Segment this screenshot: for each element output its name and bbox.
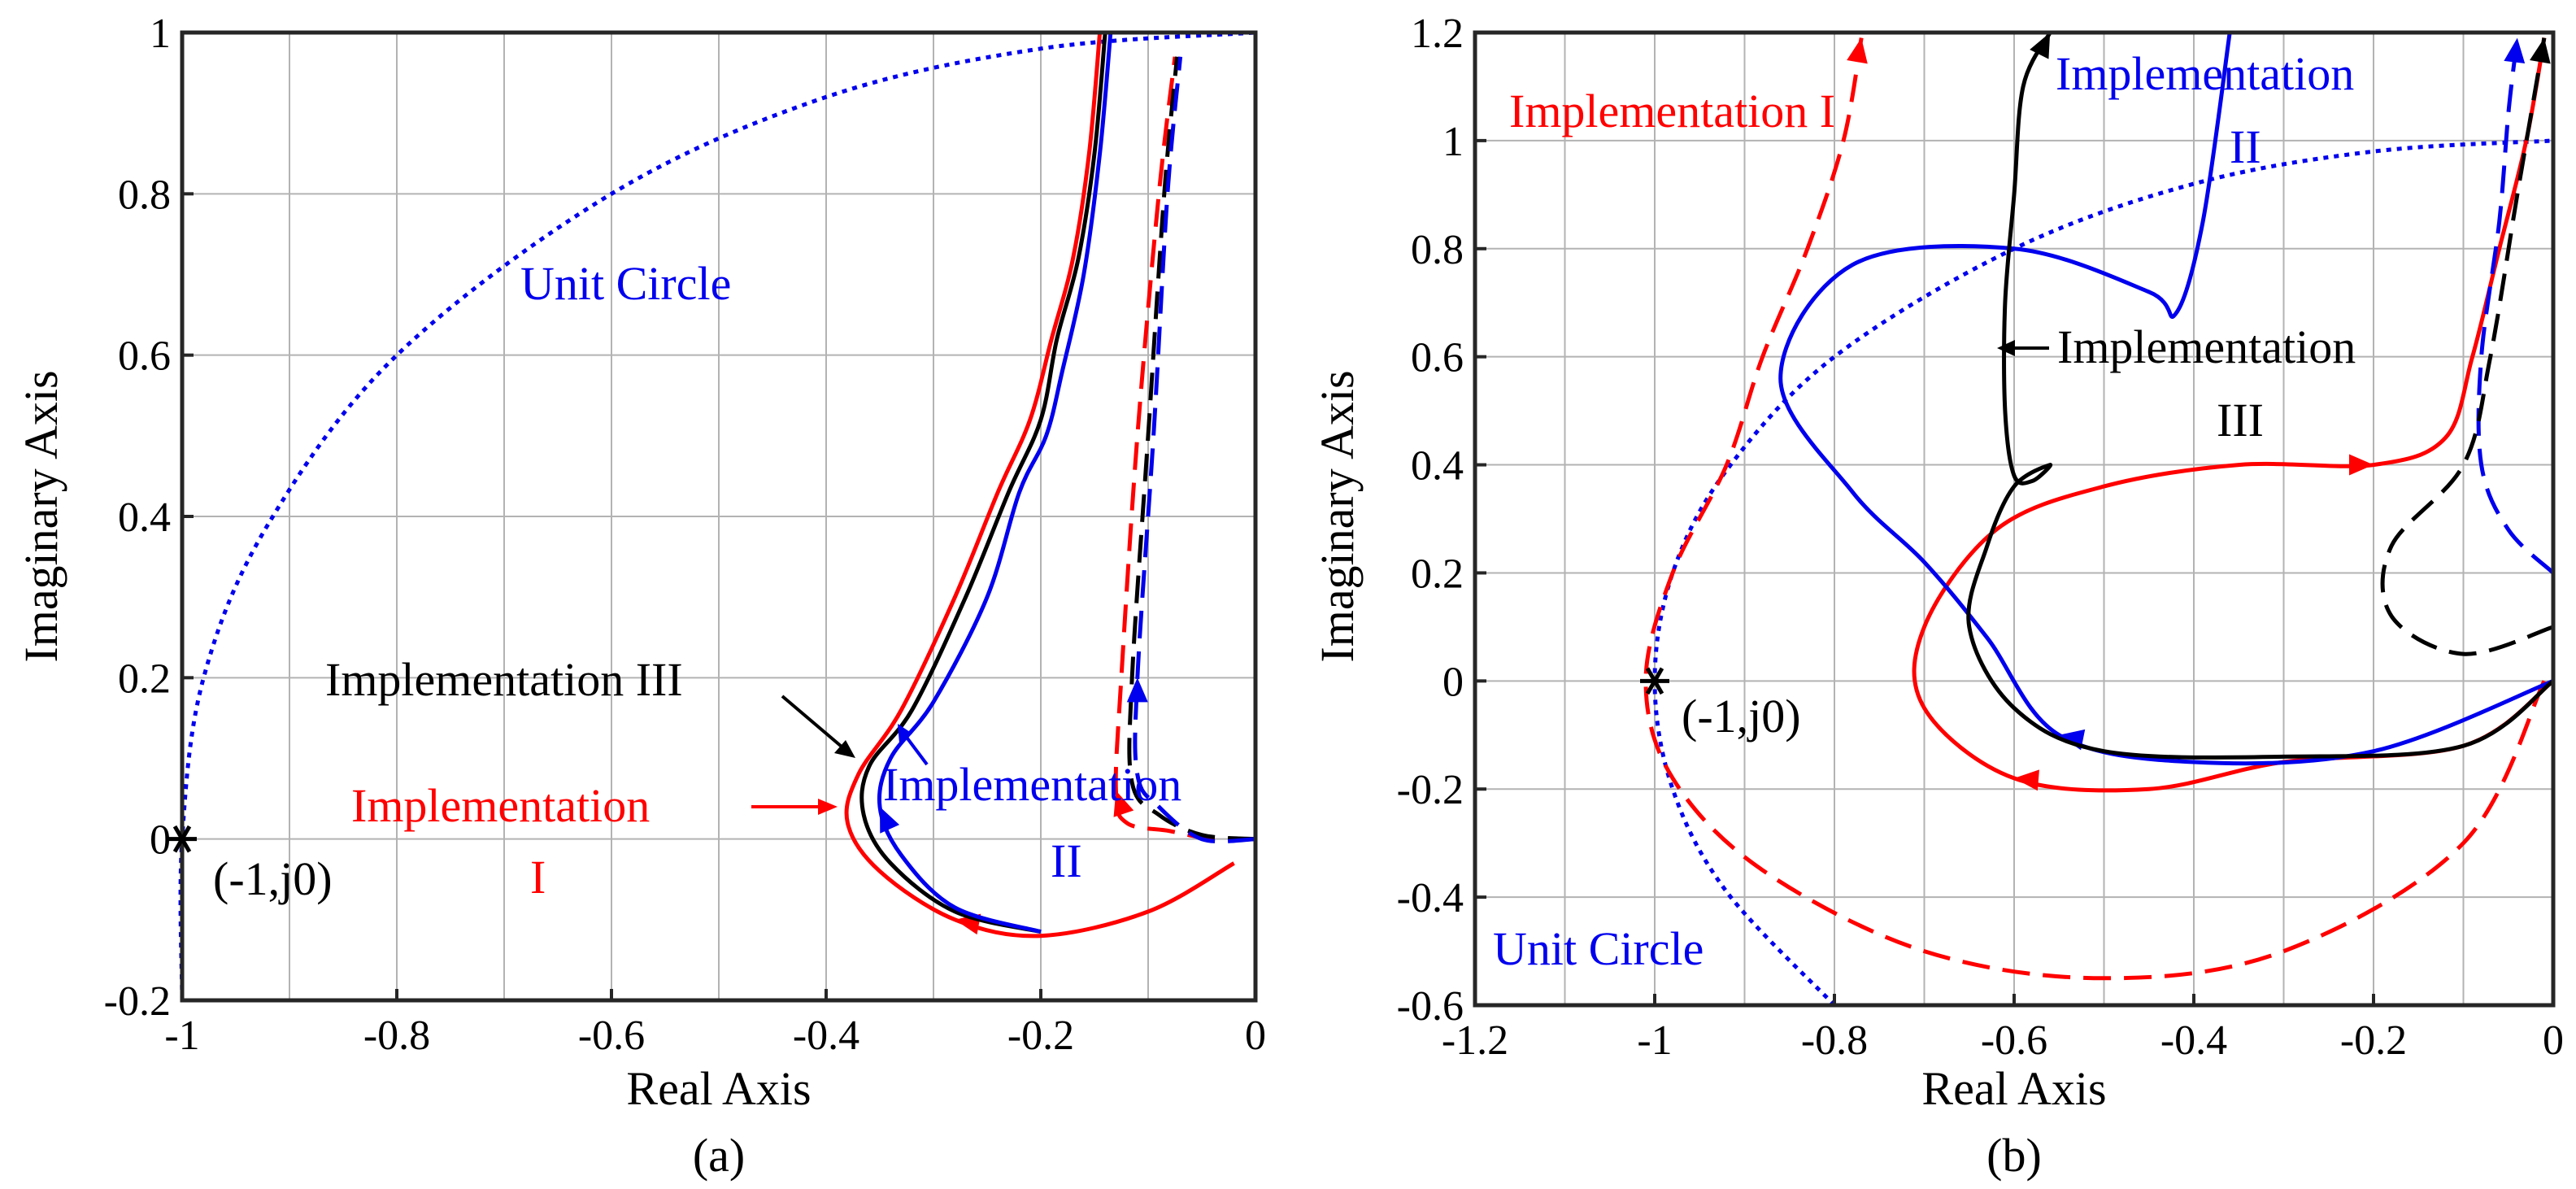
panel-b-series-implementation-i-dashed-arrowhead — [1847, 37, 1868, 64]
panel-a-impl-i-pointer-head — [818, 799, 838, 815]
panel-b-xtick-label: -0.2 — [2340, 1017, 2407, 1064]
panel-b-series-implementation-iii-dashed — [2380, 37, 2554, 656]
panel-a-impl-i-numeral: I — [530, 851, 546, 904]
panel-a-ytick-label: 0.4 — [118, 494, 171, 541]
panel-a-ylabel: Imaginary Axis — [15, 370, 67, 662]
panel-a-critical-marker-stroke — [172, 825, 192, 853]
panel-a-impl-ii-numeral: II — [1051, 834, 1082, 887]
panel-a-xtick-label: -0.4 — [793, 1013, 859, 1059]
panel-b-xtick-label: 0 — [2543, 1017, 2564, 1064]
panel-a-ytick-label: 0 — [150, 817, 171, 864]
panel-a-xtick-label: 0 — [1245, 1013, 1266, 1059]
panel-b-xtick-label: -1 — [1637, 1017, 1672, 1064]
panel-a-xtick-label: -0.6 — [578, 1013, 645, 1059]
panel-a-ytick-label: 0.6 — [118, 333, 171, 380]
panel-b-critical-point — [1640, 667, 1669, 695]
panel-a-series — [178, 30, 1256, 1001]
panel-b-ylabel: Imaginary Axis — [1311, 370, 1364, 662]
panel-b-ytick-label: 0.4 — [1411, 443, 1464, 490]
panel-a-series-implementation-i-dashed-arrowhead — [1113, 790, 1134, 817]
panel-a-plot: -1 -0.8 -0.6 -0.4 -0.2 0 -0.2 0 0.2 0.4 0.6 0.8 1 — [104, 11, 1266, 1059]
panel-b-series-implementation-iii — [1912, 37, 2555, 793]
panel-a-impl-iii-pointer — [781, 695, 849, 753]
panel-a-ytick-label: 0.2 — [118, 655, 171, 702]
panel-b-ytick-label: 1.2 — [1411, 11, 1464, 57]
panel-a-series-implementation-i-dashed — [1113, 56, 1256, 842]
panel-b-xtick-label: -0.4 — [2160, 1017, 2227, 1064]
panel-b-series-unit-circle — [1652, 138, 2554, 1007]
panel-a-ytick-label: 1 — [150, 11, 171, 57]
panel-b-series-implementation-ii-dashed — [2476, 37, 2555, 575]
panel-b-critical-label: (-1,j0) — [1682, 690, 1801, 743]
panel-a-series-implementation-iii — [859, 32, 1107, 934]
panel-b-xtick-label: -0.6 — [1981, 1017, 2047, 1064]
panel-a-critical-label: (-1,j0) — [213, 852, 333, 905]
panel-a-annotation-arrows — [751, 695, 929, 815]
panel-a-series-implementation-ii-dashed — [1133, 56, 1256, 844]
panel-b-ytick-label: 0.6 — [1411, 335, 1464, 381]
panel-a-series-implementation-ii — [877, 32, 1113, 934]
panel-b-ytick-label: -0.2 — [1397, 767, 1464, 813]
panel-a-critical-point — [168, 825, 197, 853]
panel-b-ticks: -1.2 -1 -0.8 -0.6 -0.4 -0.2 0 -0.6 -0.4 -0.2 0 0.2 0… — [1397, 11, 2564, 1064]
panel-b-series-implementation-iii-dashed-arrowhead — [2530, 37, 2551, 64]
panel-b-unit-circle-label: Unit Circle — [1493, 922, 1704, 975]
panel-b-ytick-label: 0.8 — [1411, 227, 1464, 273]
panel-b-xtick-label: -1.2 — [1442, 1017, 1508, 1064]
panel-b-impl-ii-label: Implementation — [2056, 47, 2354, 100]
panel-b-ytick-label: 0.2 — [1411, 551, 1464, 597]
panel-b-series-implementation-ii-dashed-arrowhead — [2504, 37, 2526, 63]
panel-b-series-implementation-iii-arrowhead — [2014, 769, 2039, 791]
panel-b-series-implementation-i-dashed — [1643, 37, 2547, 981]
panel-b-impl-iii-numeral: III — [2217, 394, 2264, 446]
panel-b-series-implementation-iii-arrowhead — [2349, 454, 2374, 476]
panel-b-xtick-label: -0.8 — [1801, 1017, 1868, 1064]
panel-a-xtick-label: -0.8 — [363, 1013, 430, 1059]
panel-a-caption: (a) — [693, 1129, 745, 1182]
panel-a-impl-iii-pointer-head — [834, 740, 855, 758]
panel-b-annotation-arrows — [1997, 340, 2049, 356]
panel-a-series-implementation-iii-dashed — [1127, 56, 1256, 842]
panel-a-xtick-label: -0.2 — [1007, 1013, 1074, 1059]
panel-b-impl-iii-label: Implementation — [2057, 320, 2356, 373]
panel-a-series-implementation-ii-dashed-arrowhead — [1126, 677, 1148, 703]
panel-a-ytick-label: 0.8 — [118, 172, 171, 218]
panel-a-unit-circle-label: Unit Circle — [520, 257, 731, 310]
panel-b-caption: (b) — [1986, 1129, 2042, 1182]
panel-a-xtick-label: -1 — [164, 1013, 199, 1059]
panel-a-impl-ii-pointer-head — [898, 724, 912, 743]
panel-b-ytick-label: 0 — [1442, 659, 1464, 705]
panel-a-impl-ii-label: Implementation — [883, 758, 1181, 811]
panel-b-impl-ii-numeral: II — [2230, 120, 2261, 173]
panel-b-impl-i-label: Implementation I — [1509, 85, 1835, 137]
panel-b-series-implementation-iii-black — [1966, 31, 2555, 760]
panel-b-critical-marker-stroke — [1645, 667, 1664, 695]
panel-b-series-implementation-iii-black-arrowhead — [2030, 33, 2051, 59]
panel-b-series-implementation-ii — [1778, 32, 2554, 766]
panel-a-series-implementation-i — [844, 32, 1235, 939]
panel-b-ytick-label: -0.4 — [1397, 875, 1464, 921]
panel-b-ytick-label: 1 — [1442, 119, 1464, 165]
panel-a-series-unit-circle — [178, 30, 1256, 1001]
panel-a-xlabel: Real Axis — [626, 1062, 811, 1115]
panel-b-impl-iii-pointer-head — [1997, 340, 2015, 356]
panel-a-impl-iii-label: Implementation III — [325, 653, 683, 706]
panel-a-impl-i-label: Implementation — [351, 779, 650, 832]
panel-b-xlabel: Real Axis — [1921, 1062, 2106, 1115]
panel-a-grid — [181, 32, 1256, 1001]
panel-b-plot: -1.2 -1 -0.8 -0.6 -0.4 -0.2 0 -0.6 -0.4 -0.2 0 0.2 0… — [1397, 11, 2564, 1064]
panel-a-series-implementation-ii-arrowhead — [880, 807, 900, 834]
panel-a-ticks: -1 -0.8 -0.6 -0.4 -0.2 0 -0.2 0 0.2 0.4 0.6 0.8 1 — [104, 11, 1266, 1059]
panel-a-ytick-label: -0.2 — [104, 978, 171, 1025]
panel-b-ytick-label: -0.6 — [1397, 983, 1464, 1030]
panel-b-series — [1643, 31, 2555, 1007]
